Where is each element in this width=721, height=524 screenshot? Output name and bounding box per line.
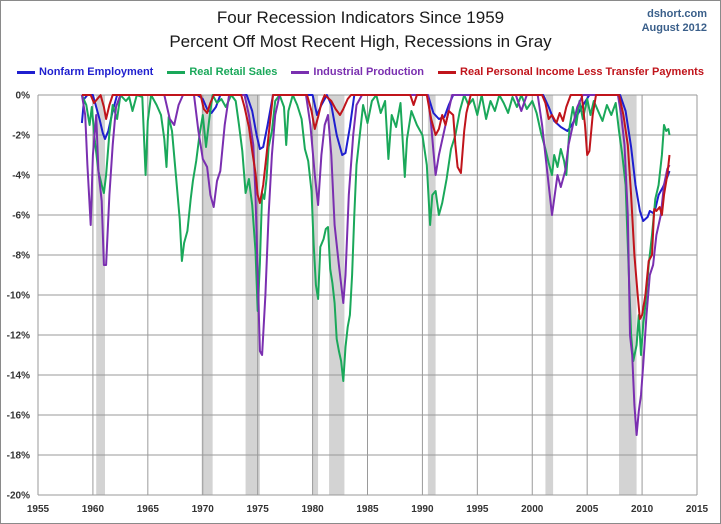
chart-title: Four Recession Indicators Since 1959 [216, 8, 505, 27]
legend-label: Real Personal Income Less Transfer Payme… [460, 66, 704, 78]
legend-swatch [438, 70, 457, 74]
x-tick-label: 1985 [356, 504, 379, 515]
y-tick-label: -16% [7, 411, 30, 422]
axes: 1955 1960 1965 1970 1975 1980 1985 1990 1995 2000… [7, 91, 709, 516]
x-tick-label: 1965 [137, 504, 160, 515]
industrial-production-line [80, 94, 671, 436]
legend-item-real-personal-income: Real Personal Income Less Transfer Payme… [438, 66, 704, 78]
legend-label: Industrial Production [313, 66, 425, 78]
real-personal-income-less-transfer-payments-line [81, 94, 671, 320]
x-tick-label: 2000 [521, 504, 544, 515]
legend-swatch [167, 70, 186, 74]
y-tick-label: -8% [12, 251, 30, 262]
x-tick-label: 1970 [192, 504, 215, 515]
y-tick-label: -4% [12, 171, 30, 182]
y-tick-label: -14% [7, 371, 30, 382]
date-label: August 2012 [641, 22, 707, 34]
y-tick-label: -18% [7, 451, 30, 462]
legend-label: Real Retail Sales [189, 66, 278, 78]
legend: Nonfarm Employment Real Retail Sales Ind… [0, 66, 721, 78]
legend-item-industrial-production: Industrial Production [291, 66, 424, 78]
legend-swatch [291, 70, 310, 74]
x-tick-label: 1980 [301, 504, 324, 515]
x-tick-label: 2005 [576, 504, 599, 515]
legend-item-nonfarm-employment: Nonfarm Employment [17, 66, 153, 78]
y-tick-label: -2% [12, 131, 30, 142]
chart-subtitle: Percent Off Most Recent High, Recessions… [169, 32, 552, 51]
x-tick-label: 1955 [27, 504, 50, 515]
legend-item-real-retail-sales: Real Retail Sales [167, 66, 277, 78]
x-tick-label: 2010 [631, 504, 654, 515]
gridlines [37, 94, 698, 496]
x-tick-label: 1960 [82, 504, 105, 515]
series-lines [80, 94, 671, 436]
y-tick-label: -20% [7, 491, 30, 502]
x-tick-label: 1975 [247, 504, 270, 515]
legend-label: Nonfarm Employment [39, 66, 154, 78]
legend-swatch [17, 70, 36, 74]
x-tick-label: 1995 [466, 504, 489, 515]
source-label: dshort.com [647, 8, 707, 20]
y-tick-label: -12% [7, 331, 30, 342]
real-retail-sales-line [80, 94, 671, 382]
y-tick-label: 0% [16, 91, 31, 102]
x-tick-label: 2015 [686, 504, 709, 515]
y-tick-label: -10% [7, 291, 30, 302]
y-tick-label: -6% [12, 211, 30, 222]
x-tick-label: 1990 [411, 504, 434, 515]
